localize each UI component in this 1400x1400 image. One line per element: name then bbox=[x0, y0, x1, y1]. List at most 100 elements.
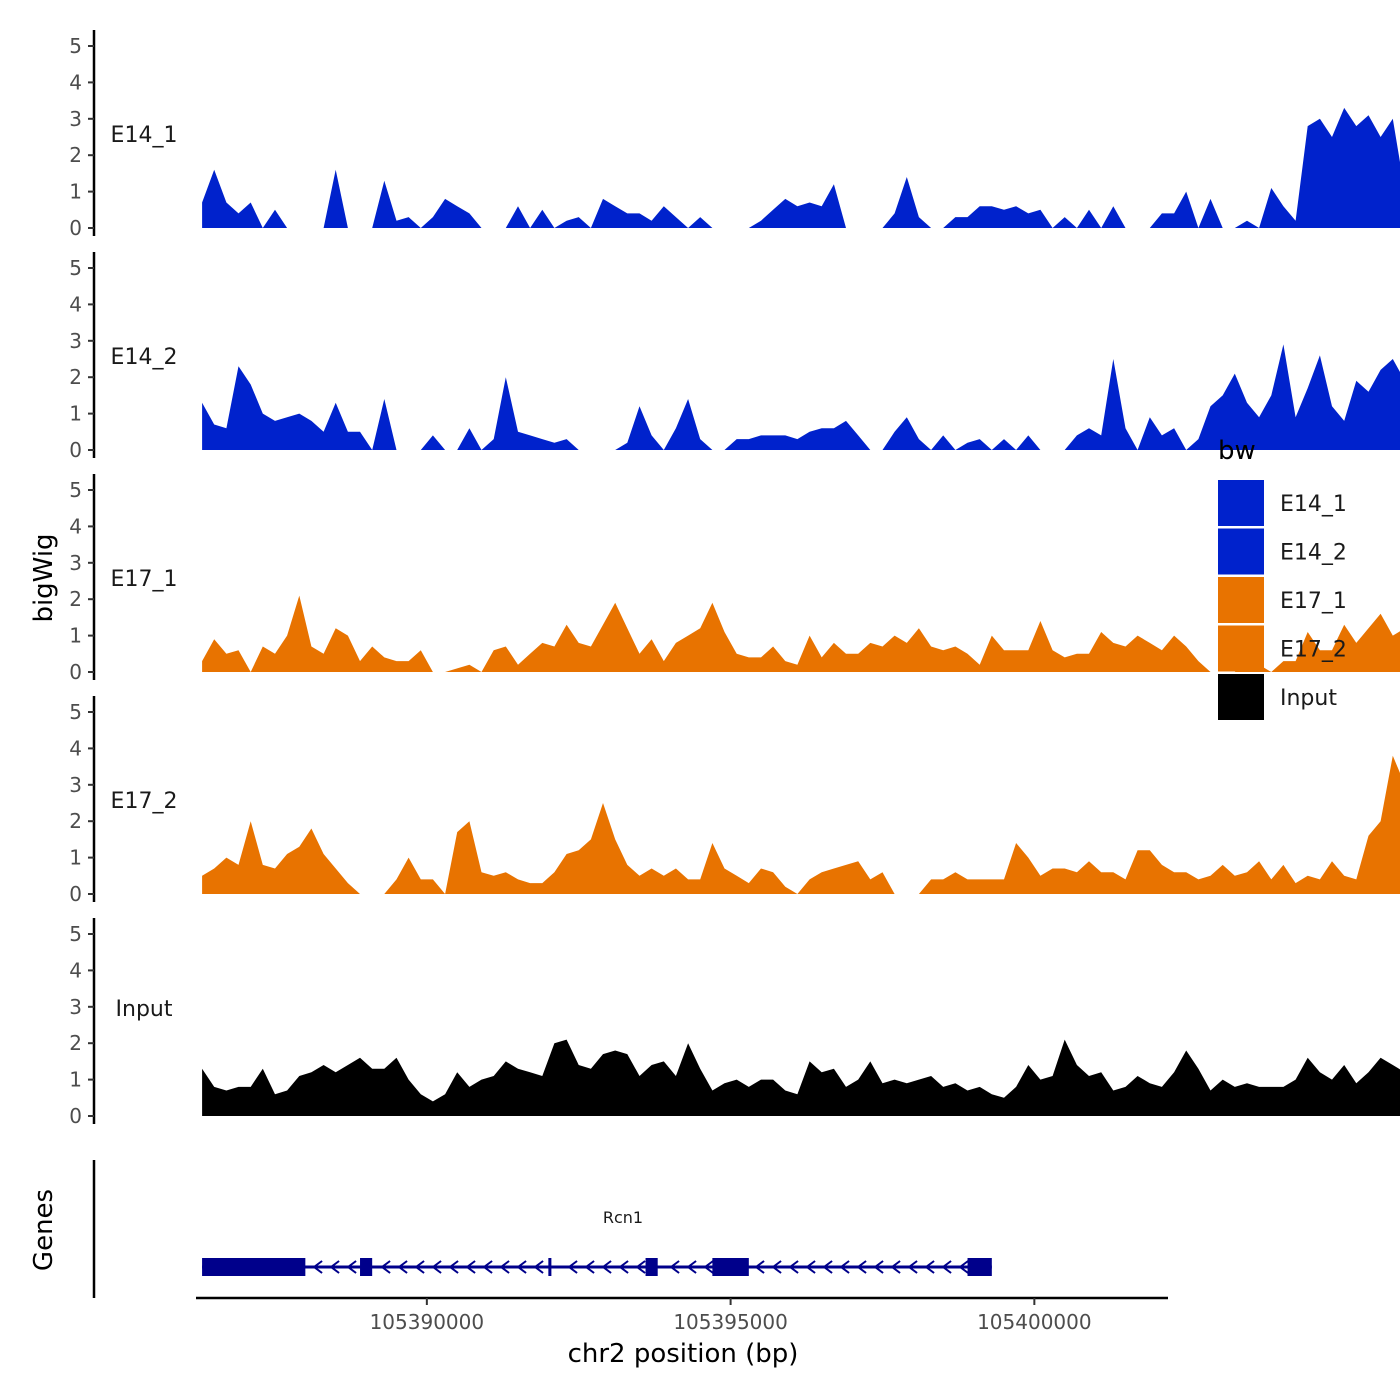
y-tick-label: 0 bbox=[69, 882, 82, 906]
strand-chevron bbox=[380, 1260, 391, 1274]
y-tick-label: 4 bbox=[69, 958, 82, 982]
y-tick-label: 3 bbox=[69, 107, 82, 131]
y-axis-title: bigWig bbox=[29, 533, 59, 622]
y-tick-label: 1 bbox=[69, 180, 82, 204]
strand-chevron bbox=[618, 1260, 629, 1274]
track-label: Input bbox=[116, 997, 173, 1022]
strand-chevron bbox=[312, 1260, 323, 1274]
track-label: E17_1 bbox=[111, 567, 178, 592]
y-tick-label: 1 bbox=[69, 402, 82, 426]
legend-label: Input bbox=[1280, 686, 1337, 711]
strand-chevron bbox=[533, 1260, 544, 1274]
strand-chevron bbox=[941, 1260, 952, 1274]
gene-track: Rcn1 bbox=[92, 1160, 992, 1298]
y-tick-label: 2 bbox=[69, 587, 82, 611]
legend-swatch bbox=[1218, 674, 1264, 720]
y-tick-label: 0 bbox=[69, 660, 82, 684]
y-tick-label: 3 bbox=[69, 995, 82, 1019]
y-tick-label: 1 bbox=[69, 624, 82, 648]
strand-chevron bbox=[635, 1260, 646, 1274]
y-tick-label: 1 bbox=[69, 846, 82, 870]
strand-chevron bbox=[516, 1260, 527, 1274]
strand-chevron bbox=[482, 1260, 493, 1274]
track-E17_1: 0 1 2 3 4 5 E17_1 bbox=[69, 474, 1400, 684]
strand-chevron bbox=[465, 1260, 476, 1274]
track-E14_2: 0 1 2 3 4 5 E14_2 bbox=[69, 252, 1400, 462]
strand-chevron bbox=[567, 1260, 578, 1274]
legend-label: E14_2 bbox=[1280, 541, 1347, 566]
signal-area bbox=[202, 755, 1400, 894]
y-tick-label: 4 bbox=[69, 292, 82, 316]
x-axis: 105390000 105395000 105400000 bbox=[196, 1296, 1168, 1334]
legend-swatch bbox=[1218, 480, 1264, 526]
track-Input: 0 1 2 3 4 5 Input bbox=[69, 918, 1400, 1128]
strand-chevron bbox=[448, 1260, 459, 1274]
tracks-layer: 0 1 2 3 4 5 E14_1 0 1 2 3 4 5 E14_2 0 1 2 3 4 5 E17_1 0 1 2 3 4 5 E… bbox=[69, 30, 1400, 1128]
legend-swatch bbox=[1218, 577, 1264, 623]
y-tick-label: 0 bbox=[69, 1104, 82, 1128]
strand-chevron bbox=[346, 1260, 357, 1274]
gene-exon bbox=[967, 1258, 992, 1276]
legend-label: E17_2 bbox=[1280, 638, 1347, 663]
strand-chevron bbox=[924, 1260, 935, 1274]
strand-chevron bbox=[822, 1260, 833, 1274]
y-tick-label: 5 bbox=[69, 922, 82, 946]
strand-chevron bbox=[890, 1260, 901, 1274]
genes-axis-title: Genes bbox=[29, 1189, 59, 1271]
signal-area bbox=[202, 595, 1400, 672]
strand-chevron bbox=[329, 1260, 340, 1274]
legend-label: E14_1 bbox=[1280, 492, 1347, 517]
legend-swatch bbox=[1218, 528, 1264, 575]
y-tick-label: 0 bbox=[69, 216, 82, 240]
track-E17_2: 0 1 2 3 4 5 E17_2 bbox=[69, 696, 1400, 906]
x-tick-label: 105395000 bbox=[673, 1310, 788, 1334]
x-tick-label: 105390000 bbox=[370, 1310, 485, 1334]
strand-chevron bbox=[958, 1260, 969, 1274]
track-label: E14_2 bbox=[111, 345, 178, 370]
legend-title: bw bbox=[1218, 436, 1256, 466]
signal-area bbox=[202, 1039, 1400, 1116]
strand-chevron bbox=[499, 1260, 510, 1274]
gene-name-label: Rcn1 bbox=[603, 1208, 643, 1227]
strand-chevron bbox=[805, 1260, 816, 1274]
strand-chevron bbox=[601, 1260, 612, 1274]
y-tick-label: 4 bbox=[69, 736, 82, 760]
y-tick-label: 5 bbox=[69, 256, 82, 280]
strand-chevron bbox=[669, 1260, 680, 1274]
track-label: E17_2 bbox=[111, 789, 178, 814]
strand-chevron bbox=[907, 1260, 918, 1274]
strand-chevron bbox=[771, 1260, 782, 1274]
legend-label: E17_1 bbox=[1280, 589, 1347, 614]
strand-chevron bbox=[873, 1260, 884, 1274]
strand-chevron bbox=[703, 1260, 714, 1274]
signal-area bbox=[202, 344, 1400, 450]
strand-chevron bbox=[584, 1260, 595, 1274]
signal-area bbox=[202, 107, 1400, 228]
gene-exon bbox=[712, 1258, 749, 1276]
y-tick-label: 4 bbox=[69, 514, 82, 538]
strand-chevron bbox=[856, 1260, 867, 1274]
y-tick-label: 5 bbox=[69, 34, 82, 58]
strand-chevron bbox=[754, 1260, 765, 1274]
y-tick-label: 2 bbox=[69, 1031, 82, 1055]
x-axis-title: chr2 position (bp) bbox=[568, 1339, 799, 1369]
y-tick-label: 3 bbox=[69, 773, 82, 797]
x-tick-label: 105400000 bbox=[977, 1310, 1092, 1334]
gene-exon bbox=[548, 1258, 552, 1276]
y-tick-label: 2 bbox=[69, 365, 82, 389]
legend: bw E14_1 E14_2 E17_1 E17_2 Input bbox=[1218, 436, 1347, 720]
strand-chevron bbox=[431, 1260, 442, 1274]
strand-chevron bbox=[839, 1260, 850, 1274]
strand-chevron bbox=[414, 1260, 425, 1274]
strand-chevron bbox=[686, 1260, 697, 1274]
y-tick-label: 2 bbox=[69, 143, 82, 167]
y-tick-label: 3 bbox=[69, 551, 82, 575]
gene-exon bbox=[645, 1258, 658, 1276]
track-E14_1: 0 1 2 3 4 5 E14_1 bbox=[69, 30, 1400, 240]
strand-chevron bbox=[397, 1260, 408, 1274]
gene-exon bbox=[360, 1258, 373, 1276]
track-label: E14_1 bbox=[111, 123, 178, 148]
y-tick-label: 1 bbox=[69, 1068, 82, 1092]
y-tick-label: 3 bbox=[69, 329, 82, 353]
